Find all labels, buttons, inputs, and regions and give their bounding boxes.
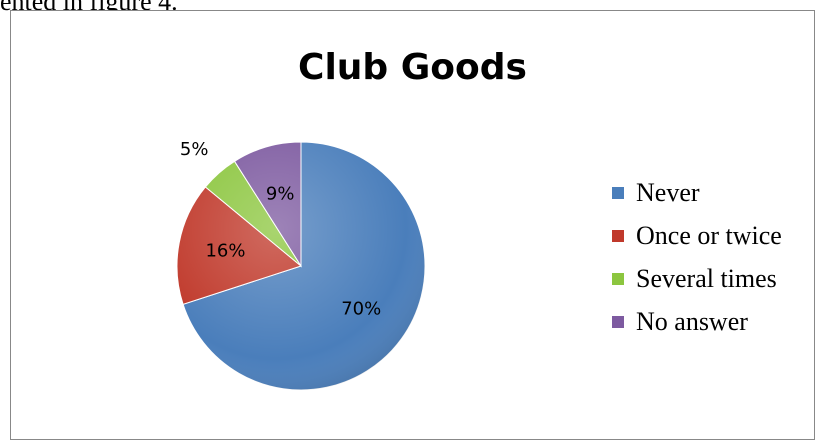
legend-swatch xyxy=(612,229,624,242)
data-label-never: 70% xyxy=(341,299,381,320)
legend: Never Once or twice Several times No answer xyxy=(612,171,782,343)
legend-item-several-times: Several times xyxy=(612,257,782,300)
data-label-no-answer: 9% xyxy=(266,184,295,205)
legend-swatch xyxy=(612,272,624,285)
data-label-several-times: 5% xyxy=(180,139,209,160)
legend-label: Several times xyxy=(636,263,777,293)
legend-label: Once or twice xyxy=(636,220,782,250)
legend-label: Never xyxy=(636,177,700,207)
legend-swatch xyxy=(612,186,624,199)
legend-swatch xyxy=(612,315,624,328)
legend-label: No answer xyxy=(636,306,748,336)
legend-item-never: Never xyxy=(612,171,782,214)
data-label-once-or-twice: 16% xyxy=(205,241,245,262)
chart-title: Club Goods xyxy=(298,47,527,88)
legend-item-once-or-twice: Once or twice xyxy=(612,214,782,257)
legend-item-no-answer: No answer xyxy=(612,300,782,343)
